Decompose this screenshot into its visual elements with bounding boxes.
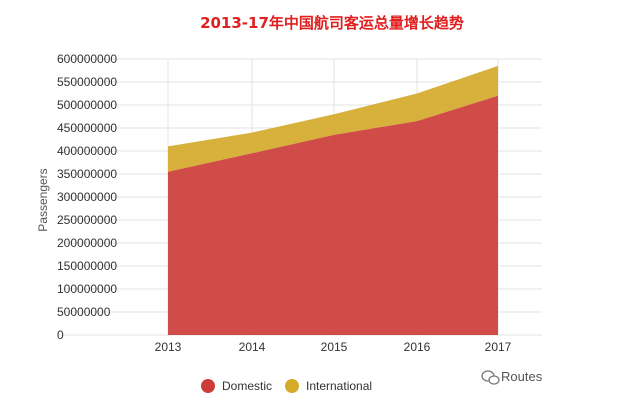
y-tick-label: 50000000 bbox=[57, 305, 111, 319]
x-tick-label: 2015 bbox=[321, 340, 348, 354]
watermark-text: Routes bbox=[501, 369, 543, 384]
y-axis-label: Passengers bbox=[36, 168, 50, 231]
area-domestic bbox=[168, 95, 498, 335]
y-tick-label: 100000000 bbox=[57, 282, 117, 296]
y-tick-label: 350000000 bbox=[57, 167, 117, 181]
y-tick-label: 450000000 bbox=[57, 121, 117, 135]
y-tick-label: 500000000 bbox=[57, 98, 117, 112]
legend-swatch bbox=[285, 379, 299, 393]
x-tick-label: 2016 bbox=[404, 340, 431, 354]
y-tick-label: 600000000 bbox=[57, 52, 117, 66]
y-tick-label: 0 bbox=[57, 328, 64, 342]
x-tick-label: 2014 bbox=[239, 340, 266, 354]
legend-label: International bbox=[306, 379, 372, 393]
legend-swatch bbox=[201, 379, 215, 393]
series-areas bbox=[168, 65, 498, 335]
y-tick-label: 300000000 bbox=[57, 190, 117, 204]
y-tick-label: 200000000 bbox=[57, 236, 117, 250]
chart-title: 2013-17年中国航司客运总量增长趋势 bbox=[200, 14, 464, 32]
legend-item-domestic: Domestic bbox=[201, 379, 272, 393]
y-tick-label: 250000000 bbox=[57, 213, 117, 227]
area-international bbox=[168, 65, 498, 172]
wechat-icon bbox=[481, 370, 500, 385]
y-tick-label: 150000000 bbox=[57, 259, 117, 273]
x-tick-label: 2013 bbox=[155, 340, 182, 354]
legend-label: Domestic bbox=[222, 379, 272, 393]
y-tick-label: 550000000 bbox=[57, 75, 117, 89]
y-tick-label: 400000000 bbox=[57, 144, 117, 158]
x-tick-label: 2017 bbox=[485, 340, 512, 354]
legend: Domestic International bbox=[201, 379, 372, 393]
y-tick-labels: 0 50000000 100000000 150000000 200000000 2500… bbox=[57, 52, 117, 342]
x-tick-labels: 2013 2014 2015 2016 2017 bbox=[155, 340, 512, 354]
legend-item-international: International bbox=[285, 379, 372, 393]
watermark: Routes bbox=[481, 369, 543, 385]
